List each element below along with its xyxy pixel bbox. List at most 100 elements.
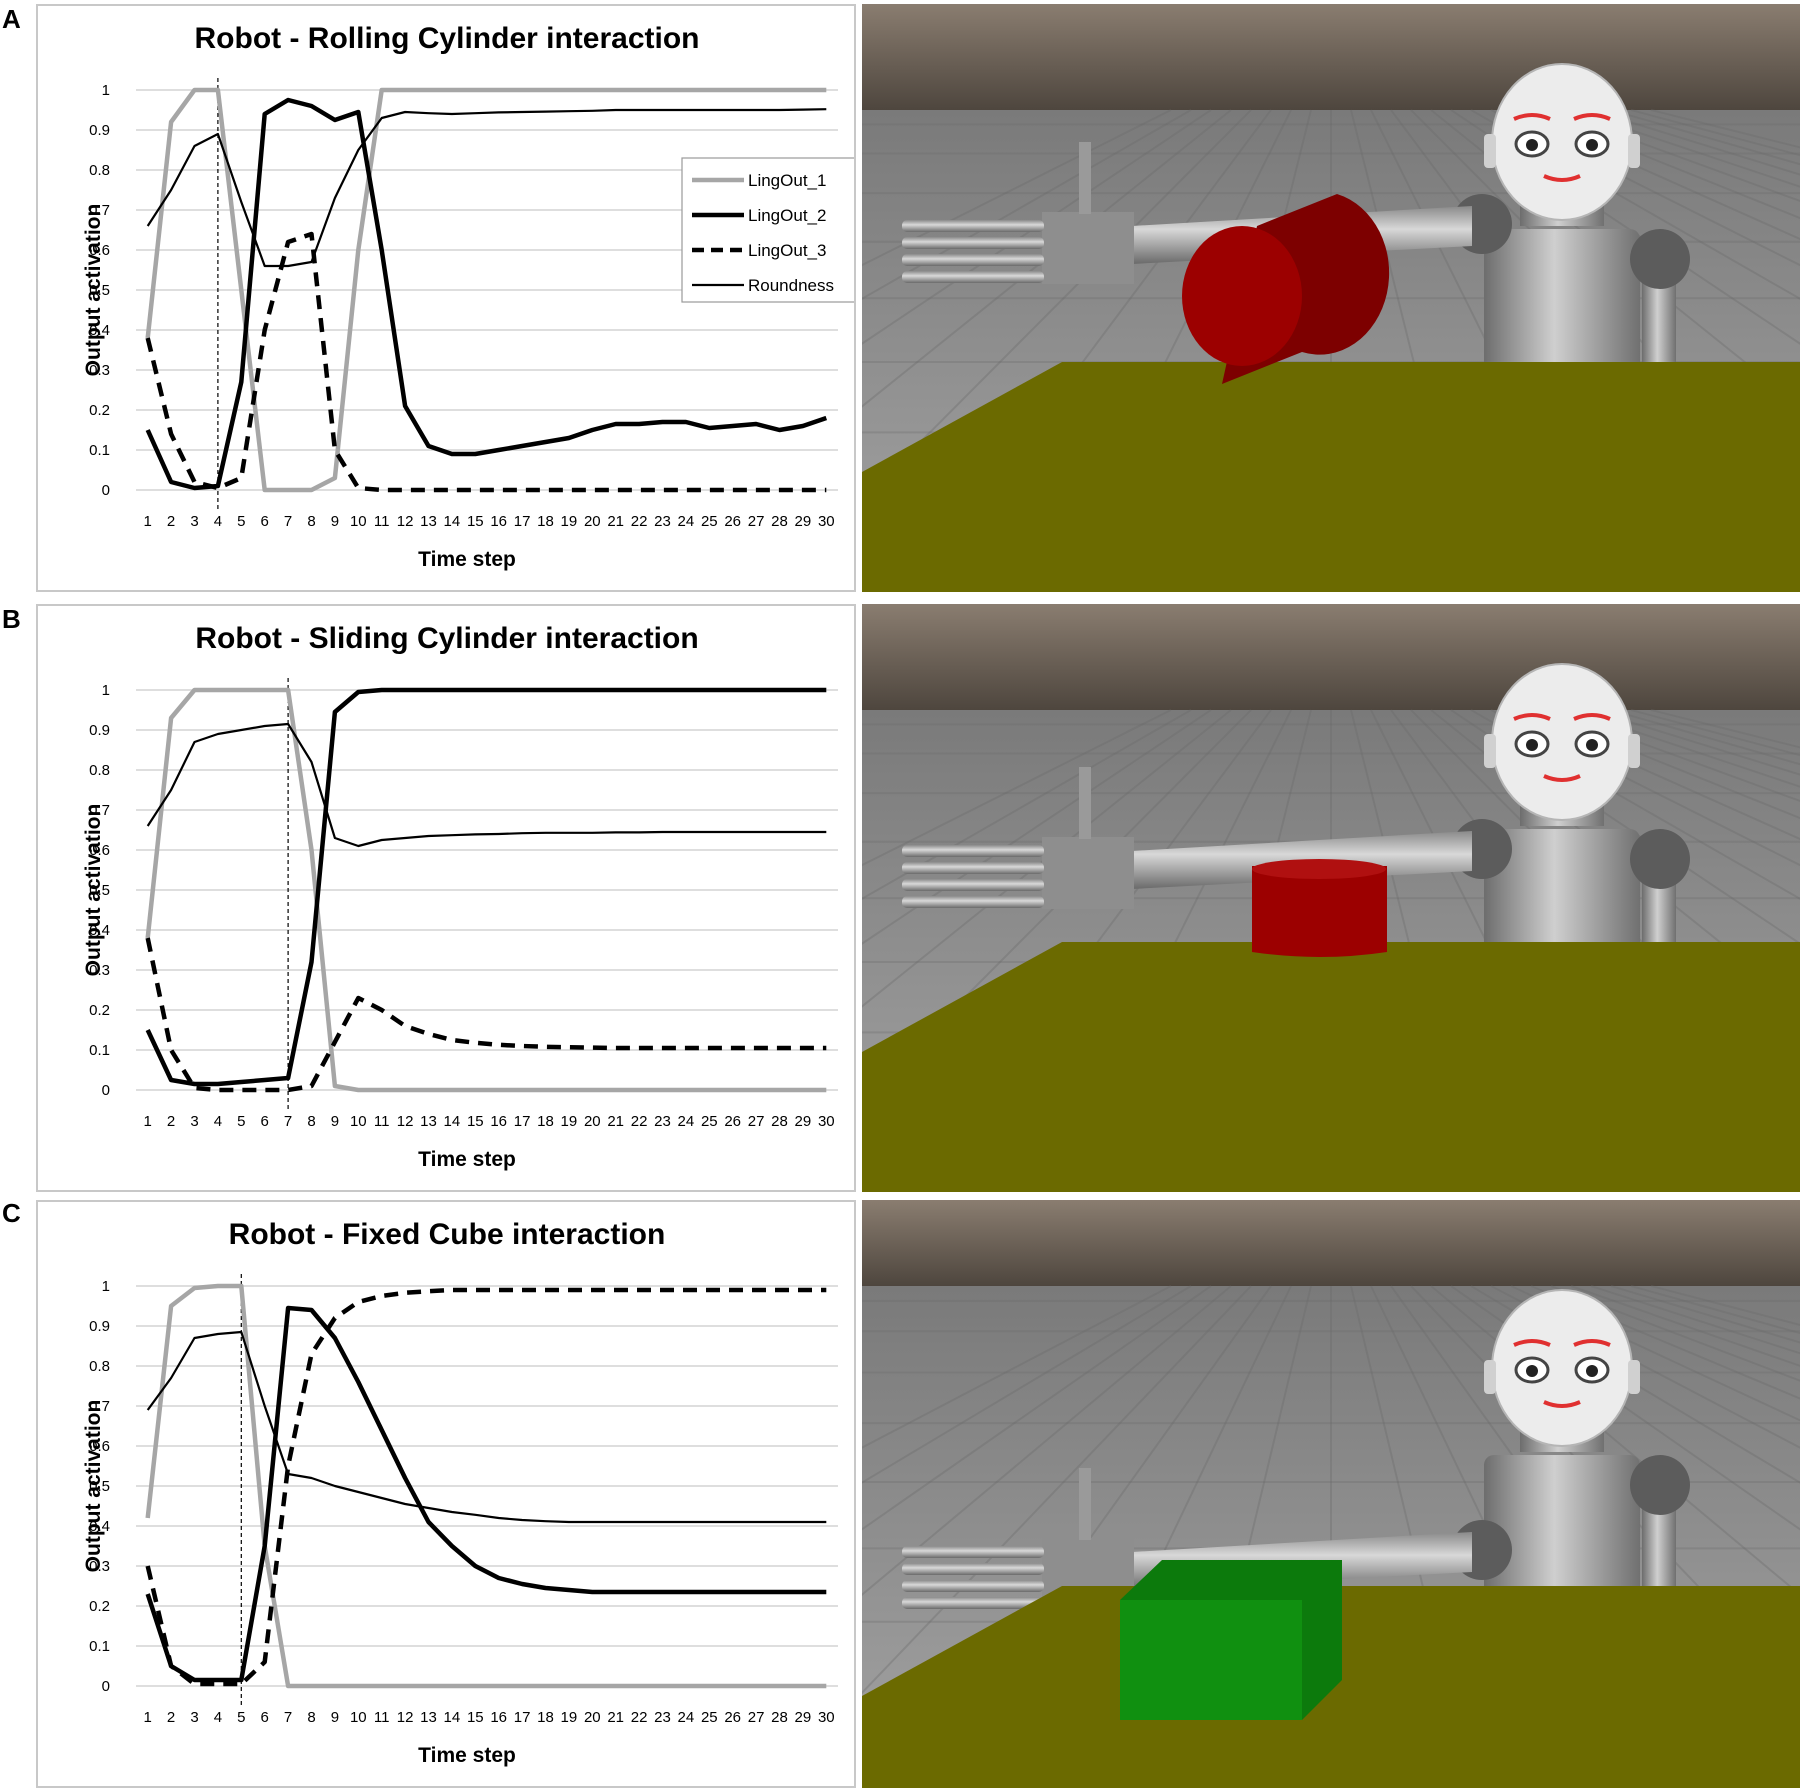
robot-finger xyxy=(902,1597,1044,1609)
robot-right-ear xyxy=(1628,734,1640,768)
legend-label: LingOut_2 xyxy=(748,206,826,225)
robot-finger xyxy=(902,271,1044,283)
y-tick-label: 0.5 xyxy=(89,1478,110,1495)
x-tick-label: 11 xyxy=(374,513,390,530)
floor-grid-line xyxy=(1490,109,1800,267)
legend-label: LingOut_3 xyxy=(748,241,826,260)
x-tick-label: 18 xyxy=(537,1709,554,1726)
robot-right-pupil xyxy=(1586,139,1598,151)
x-tick-label: 19 xyxy=(561,1113,578,1130)
y-tick-label: 0.1 xyxy=(89,442,110,459)
floor-grid-line xyxy=(862,1285,1192,1484)
x-tick-label: 26 xyxy=(724,1113,741,1130)
y-tick-label: 0 xyxy=(102,1678,110,1695)
x-tick-label: 13 xyxy=(420,1113,437,1130)
chart-svg: Robot - Rolling Cylinder interaction 0 0.1… xyxy=(82,22,854,571)
floor-grid-line xyxy=(862,109,1252,503)
robot-right-pupil xyxy=(1586,1365,1598,1377)
x-tick-label: 17 xyxy=(514,513,531,530)
x-tick-label: 15 xyxy=(467,1113,484,1130)
robot-left-hand xyxy=(1042,837,1134,909)
floor-grid-line xyxy=(862,709,1232,1008)
robot-finger xyxy=(902,220,1044,232)
x-tick-label: 25 xyxy=(701,1709,718,1726)
x-tick-label: 18 xyxy=(537,513,554,530)
x-tick-label: 19 xyxy=(561,1709,578,1726)
robot-right-ear xyxy=(1628,134,1640,168)
y-tick-label: 0.7 xyxy=(89,802,110,819)
x-tick-label: 3 xyxy=(190,1113,198,1130)
y-tick-label: 0.9 xyxy=(89,1318,110,1335)
y-tick-label: 0.3 xyxy=(89,362,110,379)
x-tick-label: 10 xyxy=(350,513,367,530)
x-tick-label: 8 xyxy=(307,1709,315,1726)
series-line-3 xyxy=(145,937,827,1093)
floor-grid-line xyxy=(862,1285,1212,1531)
floor-grid-line xyxy=(862,709,1192,900)
x-tick-label: 8 xyxy=(307,1113,315,1130)
y-tick-label: 0.8 xyxy=(89,762,110,779)
robot-right-ear xyxy=(1628,1360,1640,1394)
x-axis-label: Time step xyxy=(418,1148,516,1171)
x-tick-label: 9 xyxy=(331,1709,339,1726)
y-tick-label: 0 xyxy=(102,1082,110,1099)
x-tick-label: 21 xyxy=(607,1709,624,1726)
floor-grid-line xyxy=(1510,1285,1800,1422)
x-tick-label: 23 xyxy=(654,1709,671,1726)
y-tick-label: 0.4 xyxy=(89,922,110,939)
floor-grid-line xyxy=(1530,109,1800,220)
x-tick-label: 23 xyxy=(654,513,671,530)
robot-left-pupil xyxy=(1526,1365,1538,1377)
robot-finger xyxy=(902,879,1044,891)
chart-svg: Robot - Fixed Cube interaction 0 0.1 0.2 0.3… xyxy=(82,1218,838,1767)
floor-grid-line xyxy=(862,109,1232,408)
x-tick-label: 9 xyxy=(331,513,339,530)
x-tick-label: 28 xyxy=(771,513,788,530)
x-tick-label: 5 xyxy=(237,513,245,530)
robot-left-eyebrow xyxy=(1513,1339,1551,1347)
robot-finger xyxy=(902,1580,1044,1592)
x-tick-label: 10 xyxy=(350,1113,367,1130)
y-tick-label: 0.6 xyxy=(89,1438,110,1455)
robot-left-eyebrow xyxy=(1513,713,1551,721)
x-tick-label: 27 xyxy=(748,513,765,530)
x-tick-label: 17 xyxy=(514,1709,531,1726)
floor-grid-line xyxy=(862,109,1172,267)
x-tick-label: 18 xyxy=(537,1113,554,1130)
robot-right-eyebrow xyxy=(1573,113,1611,121)
x-tick-label: 29 xyxy=(795,513,812,530)
robot-right-eyebrow xyxy=(1573,1339,1611,1347)
x-tick-label: 4 xyxy=(214,1113,222,1130)
series-line-1 xyxy=(145,87,827,493)
robot-finger xyxy=(902,1546,1044,1558)
series-line-2 xyxy=(145,687,827,1087)
sky-background xyxy=(862,1200,1800,1286)
x-tick-label: 3 xyxy=(190,513,198,530)
x-tick-label: 14 xyxy=(444,513,461,530)
robot-mouth xyxy=(1543,774,1581,782)
x-tick-label: 10 xyxy=(350,1709,367,1726)
robot-right-eyebrow xyxy=(1573,713,1611,721)
x-tick-label: 27 xyxy=(748,1113,765,1130)
series-line-1 xyxy=(145,687,827,1093)
x-axis-label: Time step xyxy=(418,1744,516,1767)
panel-letter-a: A xyxy=(2,4,21,34)
x-tick-label: 3 xyxy=(190,1709,198,1726)
x-tick-label: 15 xyxy=(467,513,484,530)
x-tick-label: 14 xyxy=(444,1113,461,1130)
x-tick-label: 6 xyxy=(261,1709,269,1726)
y-tick-label: 0.1 xyxy=(89,1042,110,1059)
y-tick-label: 1 xyxy=(102,682,110,699)
series-line-4 xyxy=(146,108,827,268)
robot-thumb xyxy=(1079,767,1091,839)
x-tick-label: 22 xyxy=(631,1709,648,1726)
y-tick-label: 0.8 xyxy=(89,162,110,179)
x-tick-label: 8 xyxy=(307,513,315,530)
y-tick-label: 0.4 xyxy=(89,1518,110,1535)
x-tick-label: 17 xyxy=(514,1113,531,1130)
chart-a: Robot - Rolling Cylinder interaction 0 0.1… xyxy=(36,4,856,592)
robot-finger xyxy=(902,845,1044,857)
x-tick-label: 30 xyxy=(818,513,835,530)
legend-label: LingOut_1 xyxy=(748,171,826,190)
x-tick-label: 25 xyxy=(701,1113,718,1130)
